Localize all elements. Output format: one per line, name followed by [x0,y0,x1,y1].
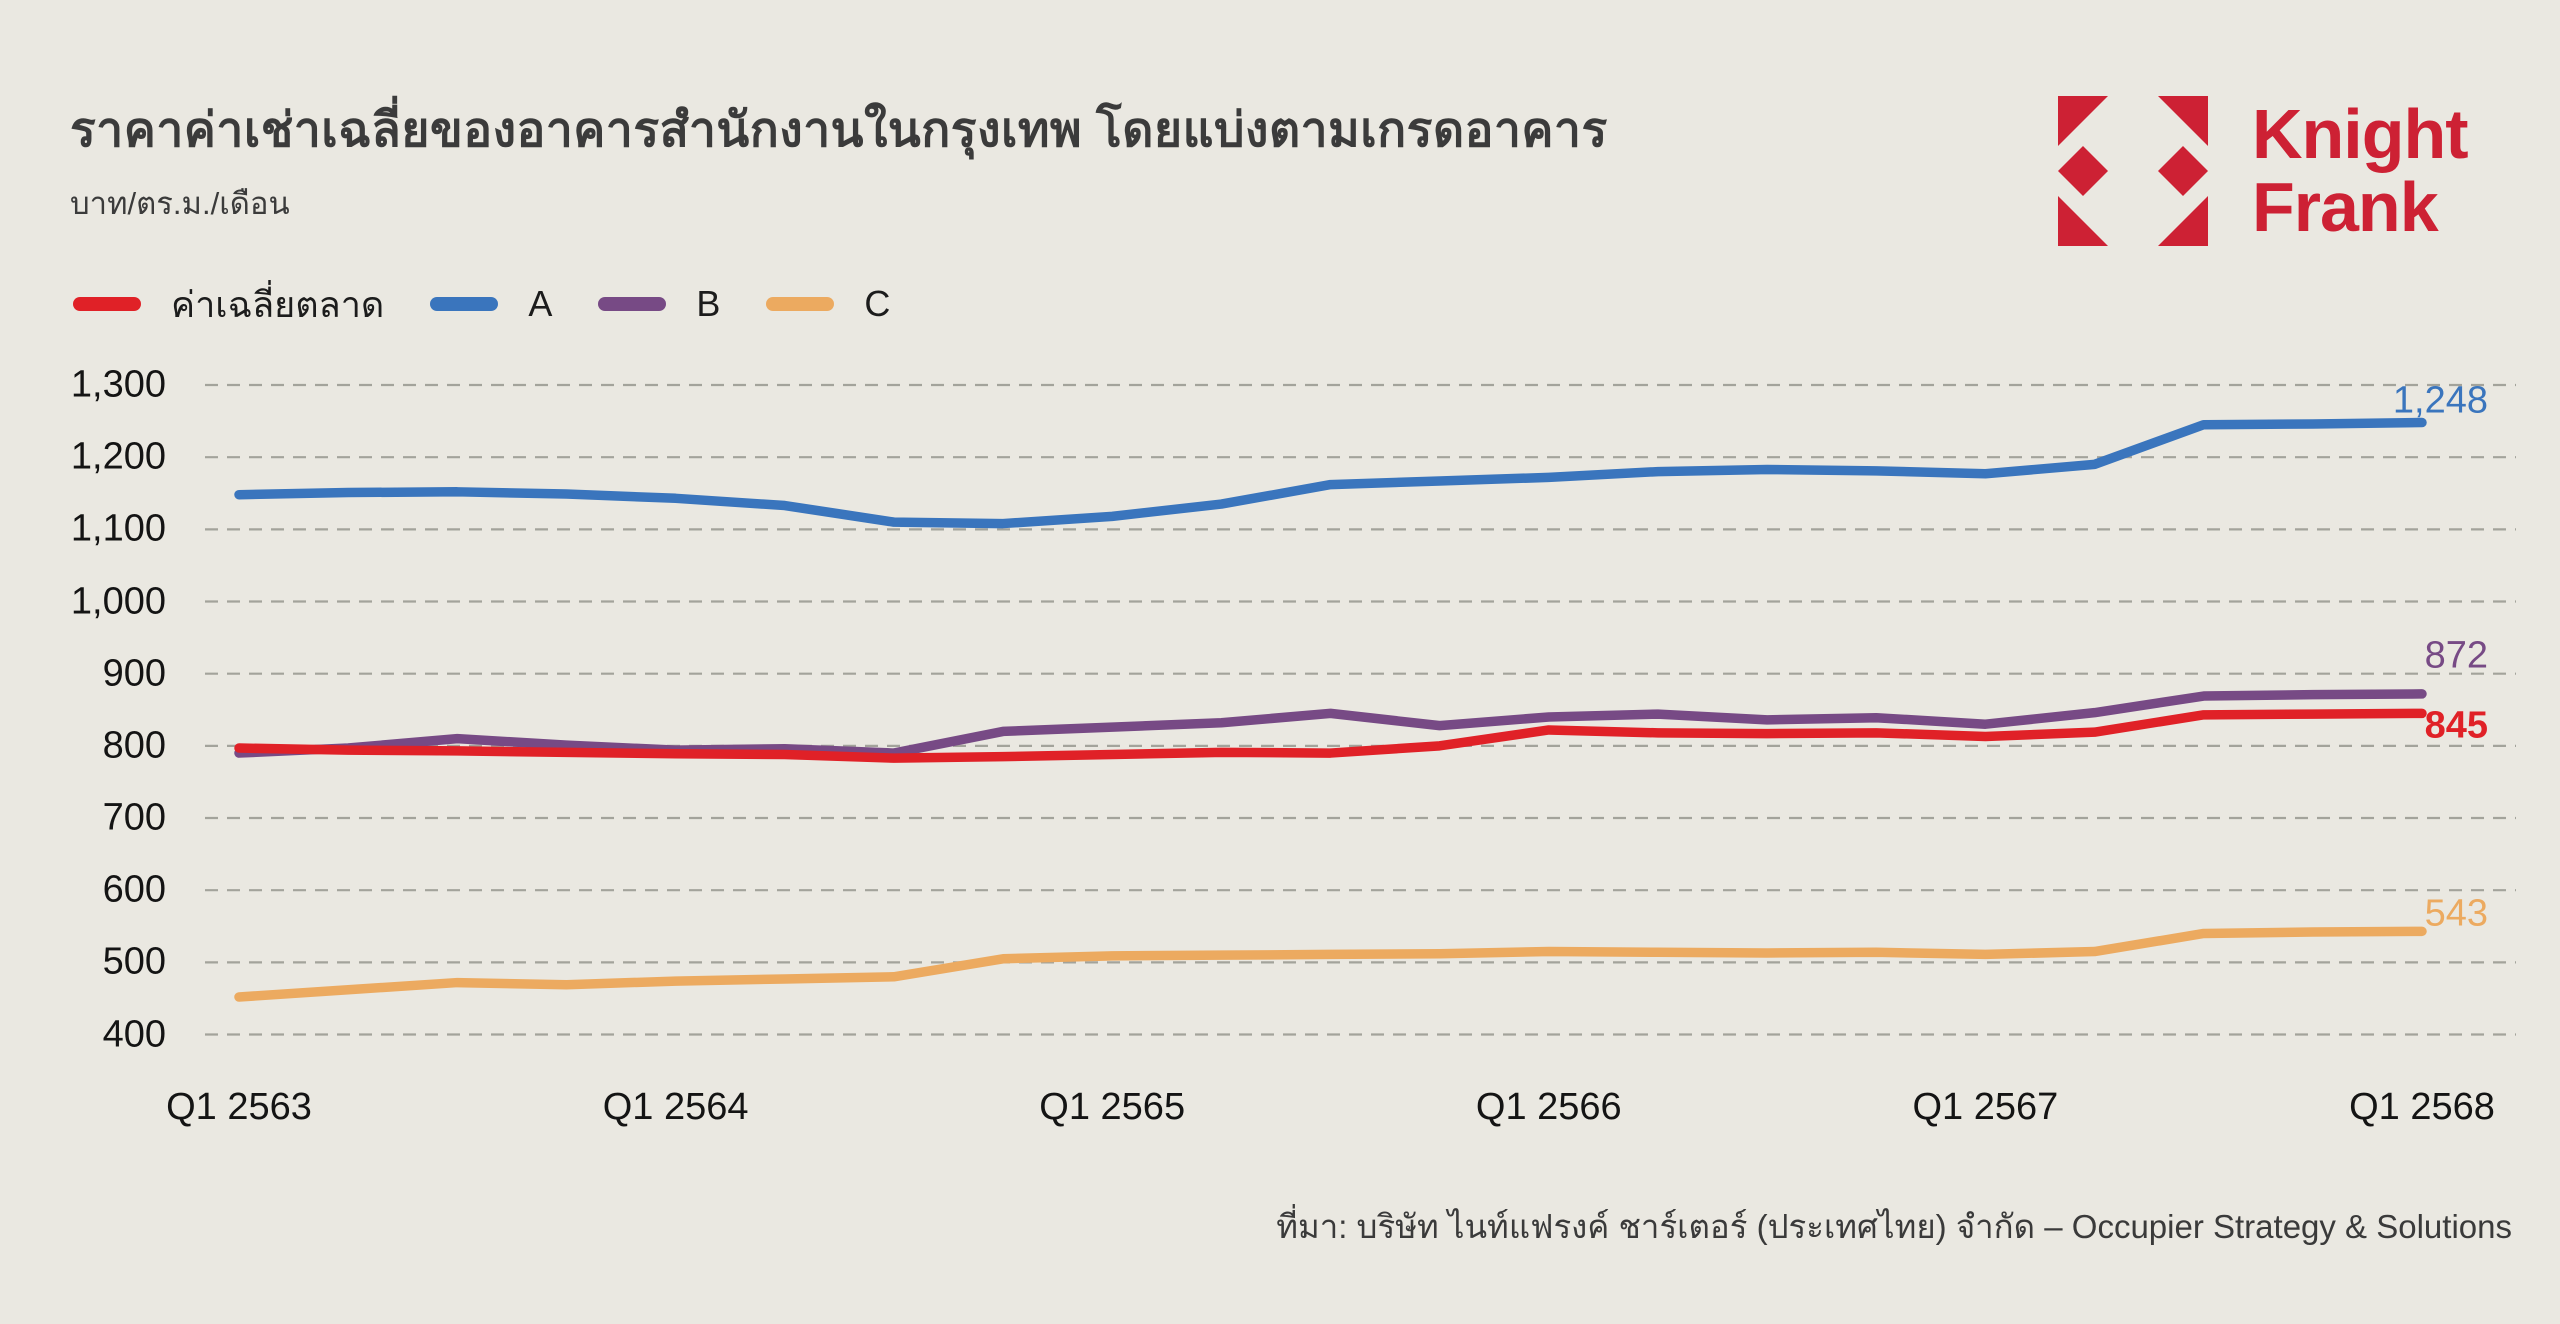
series-end-value-ค่าเฉลี่ยตลาด: 845 [2424,704,2488,747]
legend-label-market-average: ค่าเฉลี่ยตลาด [171,283,385,325]
y-axis-label: 1,300 [70,363,166,406]
y-axis-label: 800 [102,724,166,767]
market-average-swatch-icon [73,297,141,311]
knight-frank-logo-text: Knight Frank [2252,95,2469,246]
knight-frank-logo-mark-icon [2058,96,2208,251]
y-axis-label: 1,100 [70,507,166,550]
y-axis-label: 600 [102,868,166,911]
y-axis-label: 700 [102,796,166,839]
source-note: ที่มา: บริษัท ไนท์แฟรงค์ ชาร์เตอร์ (ประเ… [1276,1208,2512,1245]
y-axis-label: 400 [102,1013,166,1056]
x-axis-label: Q1 2566 [1475,1086,1622,1128]
y-axis-label: 1,200 [70,435,166,478]
series-end-value-C: 543 [2424,892,2488,935]
grade-b-swatch-icon [598,297,667,311]
series-line-C [234,926,2427,1002]
series-end-value-B: 872 [2424,634,2488,677]
legend-item-market-average: ค่าเฉลี่ยตลาด [73,276,384,333]
legend-label-grade-b: B [696,283,721,324]
legend-label-grade-a: A [528,283,553,324]
legend-label-grade-c: C [864,283,891,324]
legend-item-grade-a: A [430,283,552,325]
x-axis-label: Q1 2568 [2349,1086,2495,1128]
grade-c-swatch-icon [766,297,835,311]
y-axis-label: 500 [102,940,166,983]
series-end-value-A: 1,248 [2392,379,2488,422]
legend-item-grade-b: B [598,283,720,325]
series-line-ค่าเฉลี่ยตลาด [234,708,2427,763]
y-axis-label: 1,000 [70,580,166,622]
grade-a-swatch-icon [430,297,499,311]
x-axis-label: Q1 2567 [1912,1086,2059,1128]
chart-legend: ค่าเฉลี่ยตลาด A B C [73,283,890,325]
logo-word-knight: Knight [2252,95,2469,173]
x-axis-label: Q1 2563 [166,1086,312,1128]
chart-unit-subtitle: บาท/ตร.ม./เดือน [70,186,290,221]
series-line-B [234,689,2427,758]
series-line-A [234,417,2427,529]
x-axis-label: Q1 2564 [602,1086,749,1128]
logo-word-frank: Frank [2252,168,2439,246]
knight-frank-logo: Knight Frank [2058,95,2469,251]
legend-item-grade-c: C [766,283,890,325]
x-axis-label: Q1 2565 [1039,1086,1186,1128]
y-axis-label: 900 [102,652,166,695]
page-title: ราคาค่าเช่าเฉลี่ยของอาคารสำนักงานในกรุงเ… [70,104,1608,157]
